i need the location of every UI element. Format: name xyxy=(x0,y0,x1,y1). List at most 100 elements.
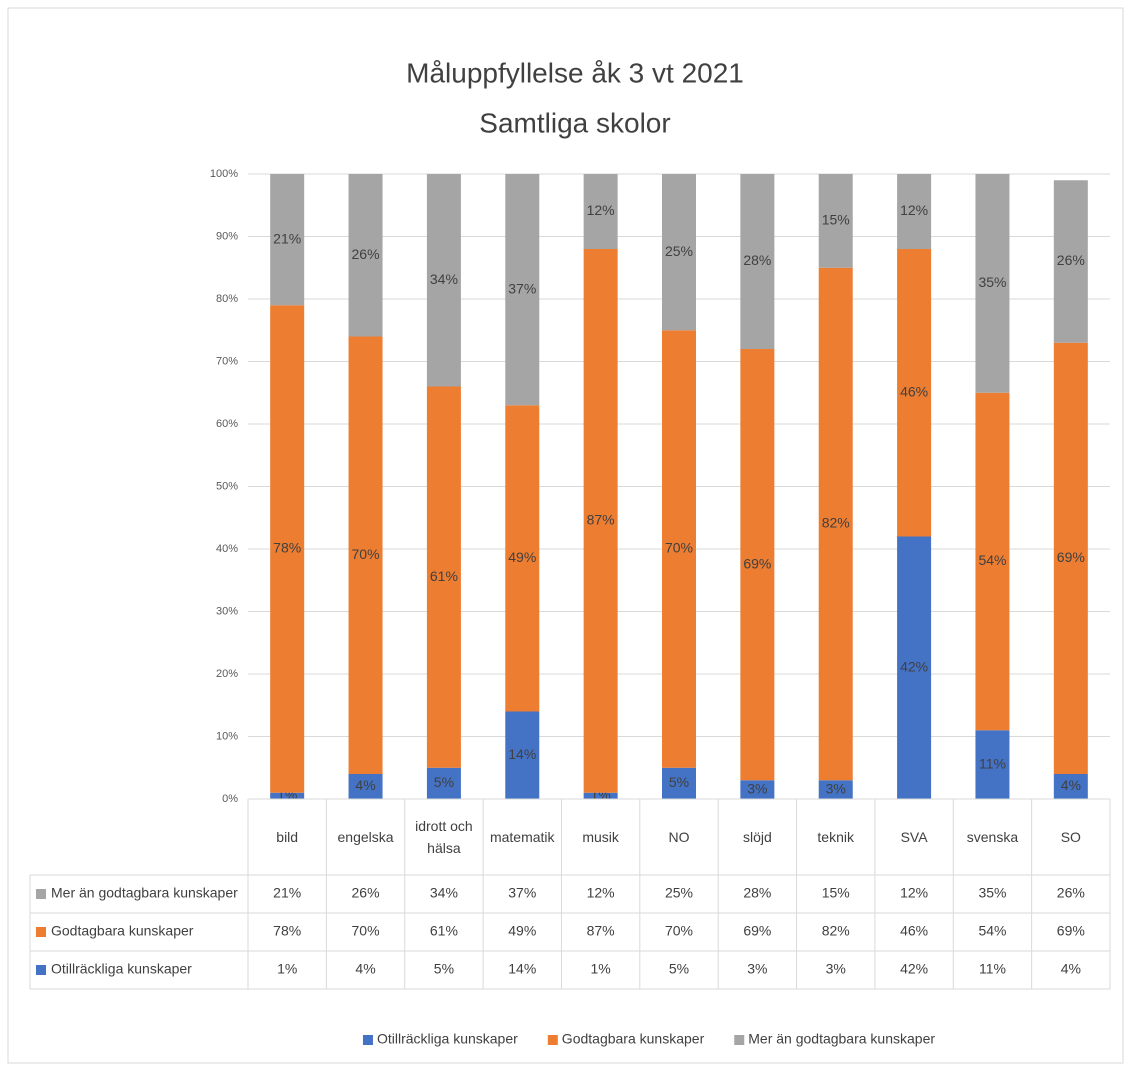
table-cell: 5% xyxy=(669,961,689,977)
x-tick-label: teknik xyxy=(817,829,854,845)
table-cell: 12% xyxy=(900,885,928,901)
table-cell: 37% xyxy=(508,885,536,901)
data-label: 12% xyxy=(587,202,615,218)
data-label: 42% xyxy=(900,658,928,674)
x-tick-label-box: svenska xyxy=(966,829,1019,845)
table-cell: 11% xyxy=(979,961,1006,977)
bar-segment xyxy=(505,174,540,406)
row-label: Mer än godtagbara kunskaper xyxy=(51,885,238,901)
chart-subtitle: Samtliga skolor xyxy=(479,107,670,138)
table-cell: 21% xyxy=(273,885,301,901)
row-label: Otillräckliga kunskaper xyxy=(51,961,192,977)
bar-segment xyxy=(505,711,540,799)
table-cell: 70% xyxy=(665,923,693,939)
bar-segment xyxy=(1053,180,1088,343)
legend-key xyxy=(36,927,46,937)
table-cell: 35% xyxy=(978,885,1006,901)
y-tick-label: 80% xyxy=(216,293,238,305)
table-cell: 70% xyxy=(352,923,380,939)
bar-segment xyxy=(818,780,853,799)
table-cell: 4% xyxy=(1061,961,1081,977)
x-tick-label-box: matematik xyxy=(489,829,555,845)
bar-segment xyxy=(583,249,618,793)
data-label: 37% xyxy=(508,280,536,296)
data-label: 5% xyxy=(434,774,454,790)
table-cell: 34% xyxy=(430,885,458,901)
bar-segment xyxy=(270,305,305,793)
bar-segment xyxy=(348,336,383,774)
bar-segment xyxy=(426,174,461,387)
bar-segment xyxy=(662,174,696,331)
table-cell: 28% xyxy=(743,885,771,901)
chart-title: Måluppfyllelse åk 3 vt 2021 xyxy=(406,57,744,88)
y-tick-label: 60% xyxy=(216,418,238,430)
bar-segment xyxy=(975,730,1010,799)
data-label: 61% xyxy=(430,568,458,584)
bar-segment xyxy=(270,792,305,799)
x-tick-label: bild xyxy=(276,829,299,845)
legend-key xyxy=(36,889,46,899)
x-tick-label: SVA xyxy=(900,829,928,845)
y-tick-label: 0% xyxy=(222,793,238,805)
x-tick-label: NO xyxy=(668,829,690,845)
x-tick-label-box: bild xyxy=(276,829,299,845)
data-label: 3% xyxy=(747,780,767,796)
y-tick-label: 40% xyxy=(216,543,238,555)
y-tick-label: 10% xyxy=(216,730,238,742)
x-tick-label: idrott och hälsa xyxy=(415,818,473,856)
data-label: 28% xyxy=(743,252,771,268)
y-tick-label: 30% xyxy=(216,605,238,617)
bar-segment xyxy=(426,386,461,768)
table-cell: 5% xyxy=(434,961,454,977)
bar-segment xyxy=(583,174,618,249)
data-label: 26% xyxy=(352,246,380,262)
table-cell: 42% xyxy=(900,961,928,977)
bar-segment xyxy=(975,392,1010,731)
table-cell: 4% xyxy=(355,961,375,977)
table-cell: 87% xyxy=(587,923,615,939)
table-cell: 26% xyxy=(352,885,380,901)
x-tick-label-box: engelska xyxy=(338,829,394,845)
table-cell: 3% xyxy=(826,961,846,977)
x-tick-label: musik xyxy=(582,829,619,845)
data-label: 46% xyxy=(900,383,928,399)
x-tick-label: svenska xyxy=(966,829,1019,845)
table-cell: 1% xyxy=(277,961,297,977)
data-label: 21% xyxy=(273,230,301,246)
y-tick-label: 100% xyxy=(210,168,238,180)
x-tick-label-box: NO xyxy=(668,829,690,845)
bar-segment xyxy=(818,174,853,268)
table-cell: 82% xyxy=(822,923,850,939)
data-label: 82% xyxy=(822,515,850,531)
bar-segment xyxy=(740,349,775,781)
x-tick-label: matematik xyxy=(489,829,555,845)
table-cell: 69% xyxy=(1057,923,1085,939)
bar-segment xyxy=(426,767,461,799)
legend-label: Mer än godtagbara kunskaper xyxy=(748,1031,935,1047)
bar-segment xyxy=(348,774,383,799)
legend: Otillräckliga kunskaper Godtagbara kunska… xyxy=(362,1031,935,1047)
table-cell: 46% xyxy=(900,923,928,939)
data-label: 70% xyxy=(665,540,693,556)
data-label: 15% xyxy=(822,212,850,228)
bar-segment xyxy=(662,330,696,768)
legend-key xyxy=(734,1035,745,1045)
legend-key xyxy=(36,965,46,975)
table-cell: 49% xyxy=(508,923,536,939)
chart-frame xyxy=(7,7,1124,1064)
table-cell: 54% xyxy=(978,923,1006,939)
y-tick-label: 50% xyxy=(216,480,238,492)
data-label: 26% xyxy=(1057,252,1085,268)
table-cell: 25% xyxy=(665,885,693,901)
x-tick-label: slöjd xyxy=(742,829,772,845)
data-label: 54% xyxy=(978,552,1006,568)
bar-segment xyxy=(583,792,618,799)
table-cell: 61% xyxy=(430,923,458,939)
data-label: 4% xyxy=(1061,777,1081,793)
bar-segment xyxy=(897,174,932,249)
data-label: 69% xyxy=(1057,549,1085,565)
bar-segment xyxy=(1053,342,1088,774)
data-label: 78% xyxy=(273,540,301,556)
data-label: 5% xyxy=(669,774,689,790)
data-label: 3% xyxy=(826,780,846,796)
